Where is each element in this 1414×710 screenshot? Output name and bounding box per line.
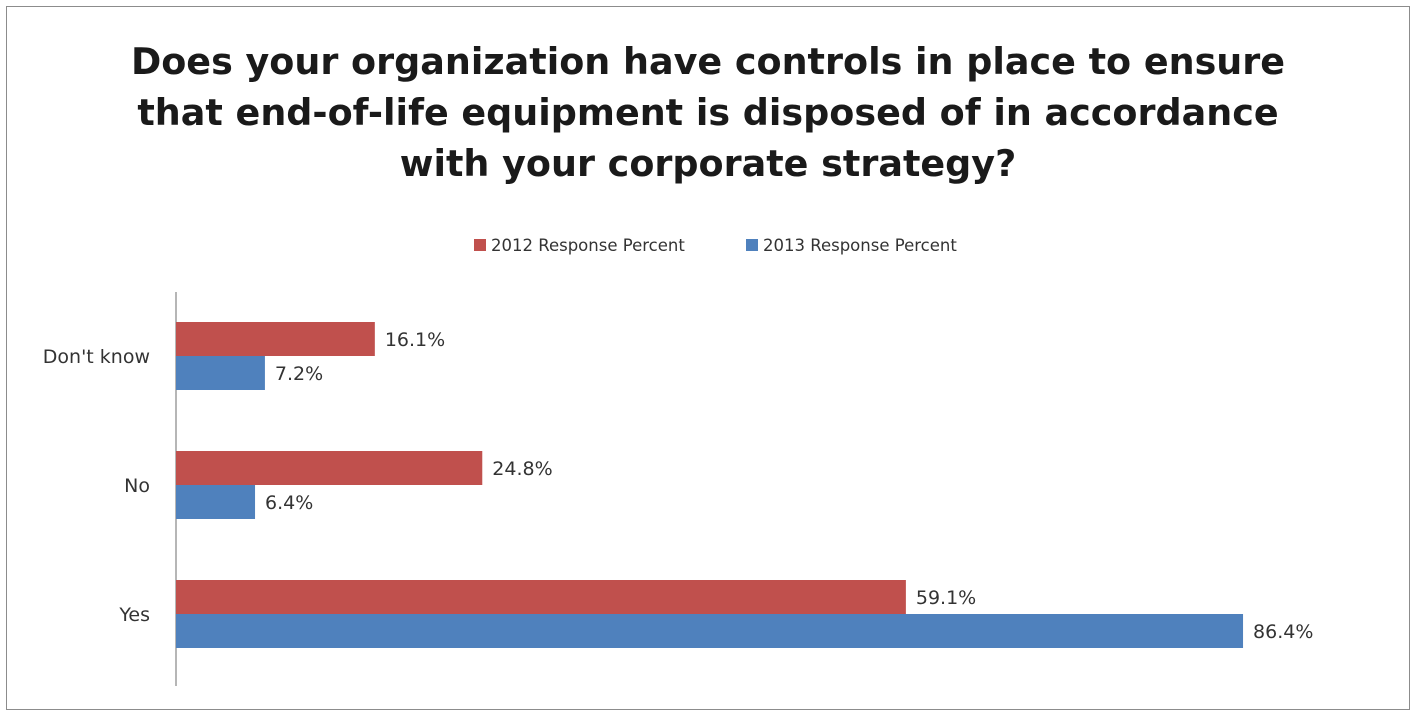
data-label: 7.2% (275, 363, 323, 385)
data-label: 16.1% (385, 329, 445, 351)
bar-2012 (176, 451, 483, 485)
bar-2013 (176, 356, 265, 390)
data-label: 6.4% (265, 492, 313, 514)
data-label: 24.8% (492, 458, 552, 480)
legend-swatch-2013 (746, 239, 758, 251)
bar-2013 (176, 485, 256, 519)
chart-title-line-1: Does your organization have controls in … (130, 40, 1286, 83)
legend-label-2013: 2013 Response Percent (763, 235, 957, 255)
legend-item-2012: 2012 Response Percent (474, 234, 685, 256)
plot-area: Don't know 16.1% 7.2% No 24.8% 6.4% Yes 59.1% 86… (43, 322, 1313, 648)
bar-2013 (176, 614, 1244, 648)
category-label: Yes (118, 604, 150, 626)
data-label: 59.1% (916, 587, 976, 609)
bar-2012 (176, 580, 906, 614)
legend-label-2012: 2012 Response Percent (491, 235, 685, 255)
category-label: Don't know (43, 346, 150, 368)
chart-legend: 2012 Response Percent 2013 Response Perc… (0, 234, 1414, 256)
legend-item-2013: 2013 Response Percent (746, 234, 957, 256)
chart-title-line-3: with your corporate strategy? (399, 142, 1017, 185)
category-label: No (124, 475, 150, 497)
chart-title-line-2: that end-of-life equipment is disposed o… (137, 91, 1279, 134)
chart-title: Does your organization have controls in … (6, 36, 1410, 189)
bar-2012 (176, 322, 375, 356)
data-label: 86.4% (1253, 621, 1313, 643)
legend-swatch-2012 (474, 239, 486, 251)
